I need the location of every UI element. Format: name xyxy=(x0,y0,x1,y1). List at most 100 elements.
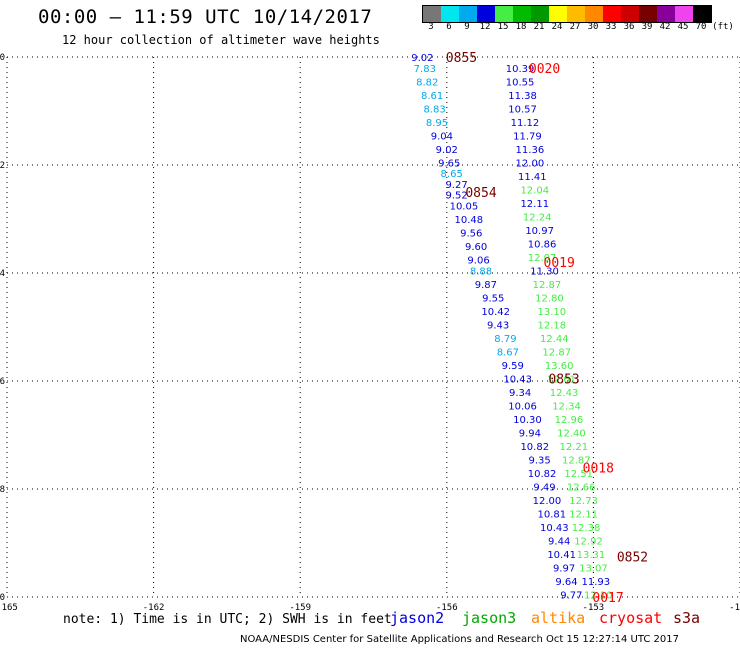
legend-altika: altika xyxy=(531,609,586,627)
legend-swatch-12 xyxy=(477,6,495,22)
swh-value: 9.94 xyxy=(519,428,541,439)
swh-value: 10.55 xyxy=(506,77,535,88)
chart-subtitle: 12 hour collection of altimeter wave hei… xyxy=(62,33,380,47)
legend-label-33: 33 xyxy=(605,22,617,32)
swh-value: 12.87 xyxy=(533,280,562,291)
y-tick-label: -40 xyxy=(0,53,5,63)
wave-height-chart: -40 -42 -44 -46 -48 -50-165 -162 -159 -156 -153 -1… xyxy=(0,51,740,612)
swh-value: 8.65 xyxy=(441,169,463,180)
x-tick-label: -150 xyxy=(729,603,740,612)
swh-value: 8.67 xyxy=(497,347,519,358)
swh-value: 10.05 xyxy=(450,202,479,213)
swh-value: 10.06 xyxy=(508,401,537,412)
legend-label-30: 30 xyxy=(587,22,599,32)
swh-value: 12.51 xyxy=(564,469,593,480)
swh-value: 8.61 xyxy=(421,91,443,102)
legend-label-18: 18 xyxy=(515,22,527,32)
swh-value: 9.56 xyxy=(460,229,482,240)
legend-swatch-27 xyxy=(567,6,585,22)
footer: note: 1) Time is in UTC; 2) SWH is in fe… xyxy=(0,609,740,650)
swh-value: 12.61 xyxy=(547,374,576,385)
swh-value: 9.04 xyxy=(431,131,453,142)
legend-label-9: 9 xyxy=(464,22,470,32)
legend-unit: (ft) xyxy=(712,22,734,32)
swh-value: 9.34 xyxy=(509,388,531,399)
legend-jason3: jason3 xyxy=(462,609,517,627)
note-text: note: 1) Time is in UTC; 2) SWH is in fe… xyxy=(63,612,392,627)
swh-value: 10.39 xyxy=(506,64,535,75)
legend-cryosat: cryosat xyxy=(599,609,663,627)
legend-swatch-9 xyxy=(459,6,477,22)
legend-label-27: 27 xyxy=(569,22,581,32)
legend-swatch-70 xyxy=(693,6,711,22)
swh-value: 8.95 xyxy=(426,118,448,129)
swh-value: 10.41 xyxy=(547,550,576,561)
legend-swatch-30 xyxy=(585,6,603,22)
swh-value: 12.80 xyxy=(535,293,564,304)
swh-value: 9.65 xyxy=(438,158,460,169)
time-label: 0852 xyxy=(617,551,648,566)
swh-value: 10.86 xyxy=(528,239,557,250)
legend-swatch-39 xyxy=(639,6,657,22)
swh-value: 12.87 xyxy=(542,347,571,358)
swh-value: 9.77 xyxy=(560,590,582,601)
time-label: 0018 xyxy=(583,461,614,476)
color-legend xyxy=(422,5,712,23)
swh-value: 9.44 xyxy=(548,536,570,547)
swh-value: 12.07 xyxy=(528,253,557,264)
legend-label-15: 15 xyxy=(497,22,509,32)
swh-value: 10.82 xyxy=(520,442,549,453)
x-tick-label: -156 xyxy=(436,603,458,612)
y-tick-label: -50 xyxy=(0,593,5,603)
legend-swatch-15 xyxy=(495,6,513,22)
swh-value: 8.83 xyxy=(423,104,445,115)
swh-value: 10.43 xyxy=(540,523,569,534)
legend-swatch-24 xyxy=(549,6,567,22)
time-label: 0855 xyxy=(446,51,477,66)
x-tick-label: -159 xyxy=(289,603,311,612)
legend-label-6: 6 xyxy=(446,22,452,32)
swh-value: 10.30 xyxy=(513,415,542,426)
time-label: 0020 xyxy=(529,62,560,77)
swh-value: 10.82 xyxy=(528,469,557,480)
legend-label-12: 12 xyxy=(479,22,491,32)
y-tick-label: -46 xyxy=(0,377,5,387)
legend-jason2: jason2 xyxy=(390,609,445,627)
swh-value: 8.88 xyxy=(470,266,492,277)
swh-value: 12.34 xyxy=(552,401,581,412)
swh-value: 10.42 xyxy=(481,307,510,318)
swh-value: 9.60 xyxy=(465,242,487,253)
swh-value: 9.43 xyxy=(487,320,509,331)
swh-value: 13.60 xyxy=(545,361,574,372)
legend-s3a: s3a xyxy=(673,609,701,627)
legend-label-39: 39 xyxy=(641,22,653,32)
swh-value: 11.30 xyxy=(530,266,559,277)
swh-value: 12.40 xyxy=(557,428,586,439)
swh-value: 9.27 xyxy=(445,180,467,191)
swh-value: 10.43 xyxy=(503,374,532,385)
swh-value: 10.57 xyxy=(508,104,537,115)
legend-swatch-6 xyxy=(441,6,459,22)
legend-swatch-33 xyxy=(603,6,621,22)
time-label: 0019 xyxy=(544,256,575,271)
swh-value: 12.24 xyxy=(523,212,552,223)
swh-value: 10.97 xyxy=(525,226,554,237)
chart-title: 00:00 – 11:59 UTC 10/14/2017 xyxy=(38,6,373,28)
legend-swatch-18 xyxy=(513,6,531,22)
swh-value: 13.31 xyxy=(577,550,606,561)
swh-value: 12.11 xyxy=(569,509,598,520)
legend-label-45: 45 xyxy=(677,22,689,32)
swh-value: 12.66 xyxy=(567,482,596,493)
time-label: 0017 xyxy=(592,591,623,606)
swh-value: 12.21 xyxy=(560,442,589,453)
legend-label-42: 42 xyxy=(659,22,671,32)
legend-label-24: 24 xyxy=(551,22,563,32)
legend-swatch-3 xyxy=(423,6,441,22)
swh-value: 13.10 xyxy=(538,307,567,318)
swh-value: 9.97 xyxy=(553,563,575,574)
swh-value: 7.83 xyxy=(414,64,436,75)
legend-swatch-45 xyxy=(675,6,693,22)
swh-value: 11.79 xyxy=(513,131,542,142)
y-tick-label: -44 xyxy=(0,269,5,279)
swh-value: 12.87 xyxy=(562,455,591,466)
